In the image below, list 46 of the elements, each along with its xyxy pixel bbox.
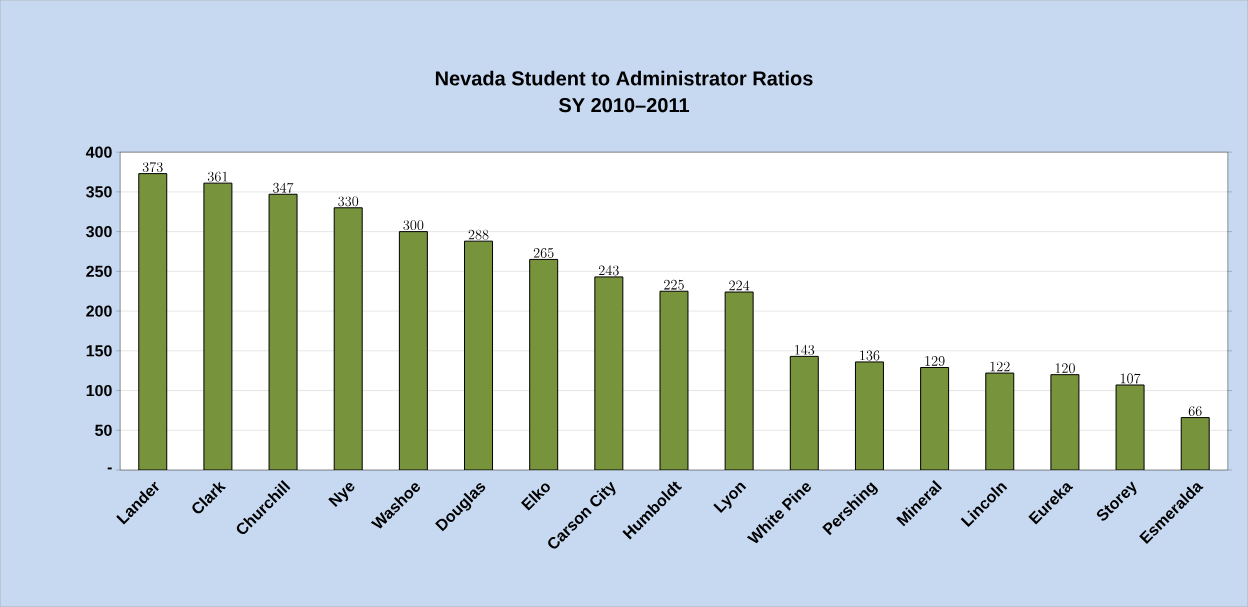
data-label: 373 bbox=[142, 161, 163, 172]
data-label: 107 bbox=[1120, 373, 1141, 384]
y-tick-label: 400 bbox=[85, 146, 112, 158]
y-tick-label: - bbox=[107, 467, 112, 470]
data-label: 300 bbox=[403, 220, 424, 230]
data-label: 265 bbox=[533, 247, 554, 258]
y-tick-label: 300 bbox=[86, 225, 112, 238]
bar bbox=[659, 290, 689, 470]
bar bbox=[1180, 416, 1210, 470]
bar bbox=[268, 193, 298, 470]
data-label: 136 bbox=[860, 350, 880, 361]
bar bbox=[203, 182, 233, 470]
y-tick-label: 250 bbox=[86, 265, 112, 277]
x-tick-label: Nye bbox=[328, 482, 355, 507]
bar bbox=[529, 258, 559, 470]
bar bbox=[333, 207, 363, 470]
bar bbox=[789, 355, 819, 470]
bar bbox=[724, 291, 754, 470]
data-label: 129 bbox=[925, 356, 945, 366]
y-tick-label: 100 bbox=[86, 384, 112, 397]
data-label: 66 bbox=[1188, 406, 1202, 416]
bar bbox=[138, 173, 168, 470]
data-label: 120 bbox=[1055, 363, 1075, 374]
bar bbox=[985, 372, 1015, 470]
chart-title: Nevada Student to Administrator Ratios bbox=[435, 70, 813, 86]
bar bbox=[1115, 384, 1145, 470]
data-label: 225 bbox=[664, 279, 684, 290]
data-label: 122 bbox=[990, 361, 1010, 372]
data-label: 361 bbox=[207, 171, 228, 182]
bar bbox=[854, 361, 884, 470]
data-label: 243 bbox=[598, 265, 619, 276]
data-label: 288 bbox=[468, 229, 489, 240]
y-tick-label: 350 bbox=[86, 186, 112, 198]
data-label: 143 bbox=[795, 344, 815, 355]
chart-subtitle: SY 2010–2011 bbox=[558, 97, 690, 113]
data-label: 224 bbox=[729, 280, 750, 291]
bar bbox=[1050, 374, 1080, 470]
y-tick-label: 50 bbox=[95, 424, 112, 436]
data-label: 330 bbox=[338, 196, 359, 207]
bar bbox=[920, 366, 950, 470]
bar bbox=[464, 240, 494, 470]
bar bbox=[398, 231, 428, 470]
data-label: 347 bbox=[273, 182, 294, 193]
y-tick-label: 150 bbox=[86, 345, 112, 357]
y-tick-label: 200 bbox=[86, 305, 112, 317]
bar bbox=[594, 276, 624, 470]
